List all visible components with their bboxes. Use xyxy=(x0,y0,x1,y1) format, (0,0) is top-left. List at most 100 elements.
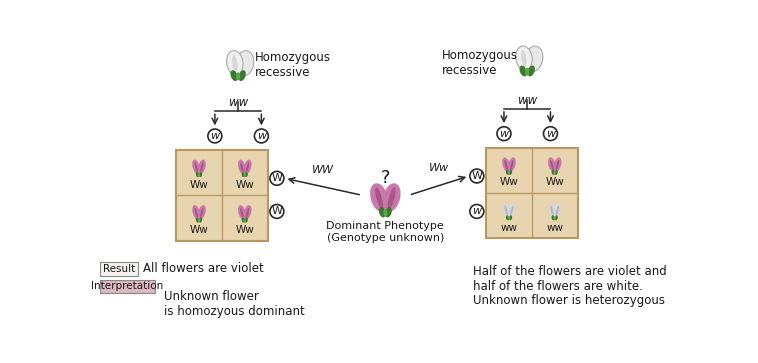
Ellipse shape xyxy=(509,215,512,220)
Ellipse shape xyxy=(246,162,249,173)
Ellipse shape xyxy=(194,208,198,218)
Ellipse shape xyxy=(198,219,200,223)
Ellipse shape xyxy=(236,72,240,81)
Ellipse shape xyxy=(522,50,527,68)
Ellipse shape xyxy=(245,172,248,177)
Text: w: w xyxy=(210,131,219,141)
Ellipse shape xyxy=(554,158,561,172)
Ellipse shape xyxy=(555,215,558,220)
FancyBboxPatch shape xyxy=(486,147,578,238)
Ellipse shape xyxy=(193,205,200,219)
Ellipse shape xyxy=(508,203,515,217)
Ellipse shape xyxy=(550,160,554,171)
Text: Interpretation: Interpretation xyxy=(91,281,164,291)
Circle shape xyxy=(470,204,484,219)
Text: WW: WW xyxy=(312,165,334,175)
Ellipse shape xyxy=(200,208,204,218)
Ellipse shape xyxy=(528,66,535,77)
Ellipse shape xyxy=(245,218,248,223)
Ellipse shape xyxy=(548,203,556,217)
Ellipse shape xyxy=(508,158,515,172)
Text: Ww: Ww xyxy=(190,225,208,235)
Text: w: w xyxy=(546,129,555,139)
Ellipse shape xyxy=(525,68,529,76)
Text: W: W xyxy=(271,207,283,216)
Ellipse shape xyxy=(239,70,246,81)
Ellipse shape xyxy=(198,160,205,174)
Text: w: w xyxy=(257,131,266,141)
Ellipse shape xyxy=(525,46,543,72)
Ellipse shape xyxy=(240,162,244,173)
Ellipse shape xyxy=(196,218,199,223)
Ellipse shape xyxy=(556,160,559,171)
Circle shape xyxy=(255,129,268,143)
Ellipse shape xyxy=(519,66,527,77)
Circle shape xyxy=(270,204,283,219)
Text: Ww: Ww xyxy=(235,225,254,235)
Ellipse shape xyxy=(556,205,559,216)
Ellipse shape xyxy=(196,172,199,177)
Ellipse shape xyxy=(232,55,237,72)
Ellipse shape xyxy=(503,203,510,217)
Text: Unknown flower
is homozyous dominant: Unknown flower is homozyous dominant xyxy=(164,290,305,318)
Ellipse shape xyxy=(504,160,508,171)
Ellipse shape xyxy=(385,207,392,217)
Ellipse shape xyxy=(230,70,238,81)
Text: W: W xyxy=(471,171,482,181)
Text: Homozygous
recessive: Homozygous recessive xyxy=(442,49,518,77)
Text: Dominant Phenotype
(Genotype unknown): Dominant Phenotype (Genotype unknown) xyxy=(327,221,444,243)
Text: ?: ? xyxy=(381,169,390,187)
Ellipse shape xyxy=(242,218,245,223)
Ellipse shape xyxy=(199,218,202,223)
Ellipse shape xyxy=(194,162,198,173)
Ellipse shape xyxy=(515,46,532,70)
Text: Result: Result xyxy=(102,264,135,274)
Ellipse shape xyxy=(246,208,249,218)
Text: w: w xyxy=(500,129,509,139)
Ellipse shape xyxy=(552,215,555,220)
Ellipse shape xyxy=(555,170,558,175)
Ellipse shape xyxy=(510,205,514,216)
FancyBboxPatch shape xyxy=(100,262,138,276)
Ellipse shape xyxy=(552,170,555,175)
Circle shape xyxy=(497,127,511,140)
Text: Half of the flowers are violet and
half of the flowers are white.: Half of the flowers are violet and half … xyxy=(473,265,667,293)
Ellipse shape xyxy=(506,170,509,175)
Ellipse shape xyxy=(384,209,387,217)
Ellipse shape xyxy=(240,208,244,218)
Ellipse shape xyxy=(243,219,246,223)
Ellipse shape xyxy=(379,207,386,217)
Ellipse shape xyxy=(506,215,509,220)
FancyBboxPatch shape xyxy=(100,280,155,293)
Ellipse shape xyxy=(509,170,512,175)
Ellipse shape xyxy=(554,203,561,217)
Ellipse shape xyxy=(243,173,246,177)
Circle shape xyxy=(470,169,484,183)
Ellipse shape xyxy=(198,173,200,177)
Text: w: w xyxy=(472,207,481,216)
Text: All flowers are violet: All flowers are violet xyxy=(143,262,264,275)
Text: ww: ww xyxy=(518,94,537,107)
Ellipse shape xyxy=(227,50,243,75)
Text: Ww: Ww xyxy=(545,177,564,187)
Circle shape xyxy=(208,129,222,143)
Ellipse shape xyxy=(508,171,510,175)
Ellipse shape xyxy=(236,51,254,76)
Ellipse shape xyxy=(510,160,514,171)
Circle shape xyxy=(543,127,557,140)
Text: Ww: Ww xyxy=(190,179,208,189)
Ellipse shape xyxy=(238,205,246,219)
Ellipse shape xyxy=(504,205,508,216)
Ellipse shape xyxy=(553,171,556,175)
Ellipse shape xyxy=(244,160,251,174)
Text: Unknown flower is heterozygous: Unknown flower is heterozygous xyxy=(473,294,665,307)
Text: Ww: Ww xyxy=(429,163,449,173)
Ellipse shape xyxy=(238,160,246,174)
Ellipse shape xyxy=(387,187,396,209)
Ellipse shape xyxy=(383,183,401,212)
Text: Homozygous
recessive: Homozygous recessive xyxy=(255,51,331,79)
FancyBboxPatch shape xyxy=(176,150,268,241)
Text: W: W xyxy=(271,173,283,183)
Circle shape xyxy=(270,171,283,185)
Ellipse shape xyxy=(550,205,554,216)
